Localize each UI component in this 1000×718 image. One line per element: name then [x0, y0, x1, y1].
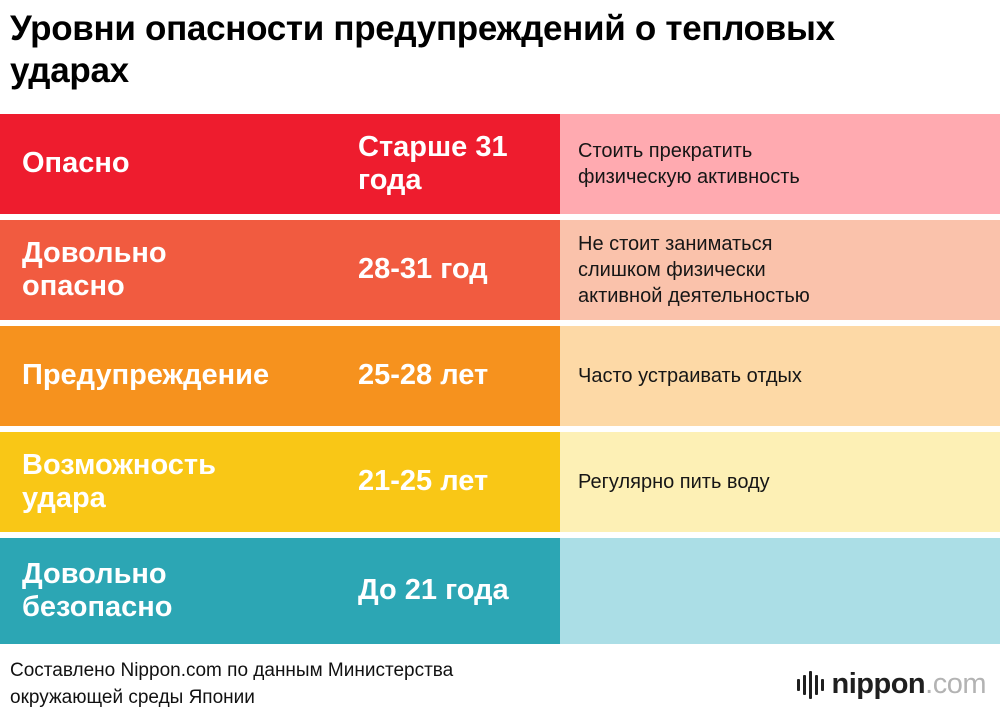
level-label: Опасно: [22, 147, 130, 180]
level-cell: Довольно безопасно До 21 года: [0, 538, 560, 644]
temperature-range: 21-25 лет: [358, 465, 489, 498]
table-row-danger: Опасно Старше 31 года Стоить прекратить …: [0, 114, 1000, 214]
temperature-range: До 21 года: [358, 574, 509, 607]
heat-levels-table: Опасно Старше 31 года Стоить прекратить …: [0, 114, 1000, 644]
table-row-possibility: Возможность удара 21-25 лет Регулярно пи…: [0, 432, 1000, 532]
advice-text: Регулярно пить воду: [578, 471, 770, 493]
advice-cell: Стоить прекратить физическую активность: [560, 114, 1000, 214]
table-row-rather-safe: Довольно безопасно До 21 года: [0, 538, 1000, 644]
source-credit: Составлено Nippon.com по данным Министер…: [10, 660, 454, 708]
nippon-logo: nippon.com: [796, 668, 987, 701]
advice-text: Часто устраивать отдых: [578, 365, 802, 387]
level-label: Довольно безопасно: [22, 557, 173, 623]
footer: Составлено Nippon.com по данным Министер…: [0, 658, 1000, 711]
logo-wordmark: nippon.com: [831, 668, 987, 701]
advice-cell: Не стоит заниматься слишком физически ак…: [560, 220, 1000, 320]
advice-text: Стоить прекратить физическую активность: [578, 140, 800, 188]
level-label: Возможность удара: [22, 448, 216, 514]
table-row-rather-dangerous: Довольно опасно 28-31 год Не стоит заним…: [0, 220, 1000, 320]
logo-text-main: nippon: [831, 668, 926, 701]
level-cell: Довольно опасно 28-31 год: [0, 220, 560, 320]
advice-text: Не стоит заниматься слишком физически ак…: [578, 233, 810, 307]
level-cell: Возможность удара 21-25 лет: [0, 432, 560, 532]
table-row-warning: Предупреждение 25-28 лет Часто устраиват…: [0, 326, 1000, 426]
temperature-range: 25-28 лет: [358, 359, 489, 392]
soundwave-icon: [796, 669, 824, 701]
level-cell: Предупреждение 25-28 лет: [0, 326, 560, 426]
page-title: Уровни опасности предупреждений о теплов…: [10, 9, 835, 90]
advice-cell: [560, 538, 1000, 644]
logo-text-suffix: .com: [925, 668, 986, 701]
temperature-range: 28-31 год: [358, 253, 488, 286]
level-cell: Опасно Старше 31 года: [0, 114, 560, 214]
level-label: Предупреждение: [22, 359, 270, 392]
level-label: Довольно опасно: [22, 236, 167, 302]
temperature-range: Старше 31 года: [358, 130, 508, 196]
advice-cell: Часто устраивать отдых: [560, 326, 1000, 426]
advice-cell: Регулярно пить воду: [560, 432, 1000, 532]
